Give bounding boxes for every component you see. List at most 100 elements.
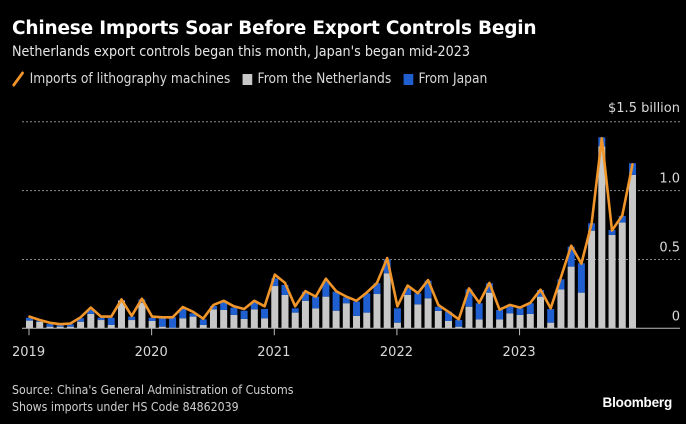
bar-japan-2021-03 [291,308,299,313]
bar-netherlands-2021-09 [353,315,361,329]
bar-netherlands-2020-05 [189,316,197,329]
bar-netherlands-2022-06 [445,321,453,329]
bar-netherlands-2021-04 [301,300,309,329]
bar-netherlands-2022-05 [434,310,442,329]
bar-netherlands-2019-10 [117,300,125,329]
bar-netherlands-2022-02 [404,294,412,329]
bar-japan-2022-08 [465,289,473,307]
bar-japan-2022-06 [445,311,453,322]
bar-japan-2023-10 [608,229,616,235]
bar-japan-2021-10 [363,293,371,313]
legend-label-netherlands: From the Netherlands [257,71,392,87]
bar-netherlands-2023-11 [618,222,626,329]
y-tick-label: 0.5 [659,240,680,255]
legend-item-japan: From Japan [403,71,488,87]
bar-netherlands-2019-05 [66,326,74,329]
bar-japan-2020-05 [189,313,197,317]
bar-netherlands-2019-09 [107,324,115,329]
bar-japan-2020-08 [220,300,228,310]
bar-netherlands-2022-01 [393,322,401,329]
bar-japan-2022-10 [485,283,493,293]
bar-japan-2020-09 [230,307,238,315]
bar-netherlands-2020-12 [261,318,269,329]
bar-netherlands-2022-04 [424,298,432,329]
bar-japan-2020-03 [169,317,177,329]
hs-code-note: Shows imports under HS Code 84862039 [12,399,239,414]
imports-line [28,137,634,326]
bloomberg-logo: Bloomberg [602,395,673,410]
bar-netherlands-2021-06 [322,296,330,329]
bar-japan-2023-06 [567,246,575,267]
legend-label-japan: From Japan [418,71,488,87]
bar-netherlands-2022-11 [496,319,504,329]
bar-netherlands-2023-07 [577,292,585,329]
bar-japan-2021-09 [353,301,361,316]
bar-netherlands-2021-11 [373,294,381,329]
bar-netherlands-2020-06 [199,324,207,329]
bar-netherlands-2020-04 [179,318,187,329]
bar-netherlands-2020-01 [148,321,156,329]
bar-japan-2022-11 [496,309,504,320]
bar-netherlands-2023-09 [598,146,606,329]
chart-title: Chinese Imports Soar Before Export Contr… [12,18,537,39]
bar-japan-2021-07 [332,291,340,311]
bar-netherlands-2021-02 [281,294,289,329]
legend-item-imports: Imports of lithography machines [12,71,230,87]
bar-japan-2021-04 [301,291,309,301]
line-series [28,137,634,326]
bar-japan-2021-12 [383,259,391,274]
bar-netherlands-2020-07 [209,309,217,329]
bar-netherlands-2021-03 [291,312,299,329]
bar-japan-2021-05 [312,296,320,309]
bar-netherlands-2023-06 [567,266,575,329]
bar-japan-2022-12 [506,305,514,314]
bar-japan-2022-05 [434,306,442,311]
bar-netherlands-2019-12 [138,302,146,329]
bar-netherlands-2021-12 [383,273,391,329]
bar-netherlands-2023-12 [628,174,636,329]
bar-japan-2023-07 [577,263,585,293]
bar-japan-2023-02 [526,303,534,314]
bar-japan-2022-02 [404,288,412,295]
y-tick-label: $1.5 billion [608,101,680,116]
y-tick-label: 1.0 [659,172,680,187]
bar-japan-2021-06 [322,281,330,297]
bar-japan-2022-07 [455,319,463,327]
bar-japan-2022-01 [393,308,401,323]
bar-japan-2022-03 [414,293,422,305]
bar-japan-2022-09 [475,303,483,320]
x-tick-label: 2021 [257,345,290,360]
bar-netherlands-2019-07 [87,313,95,329]
legend-item-netherlands: From the Netherlands [242,71,392,87]
bar-netherlands-2022-08 [465,306,473,329]
bar-japan-2019-09 [107,317,115,325]
bar-japan-2020-12 [261,309,269,319]
bar-netherlands-2020-09 [230,314,238,329]
bar-netherlands-2019-02 [36,321,44,329]
bar-netherlands-2021-10 [363,312,371,329]
bar-japan-2023-11 [618,215,626,223]
bar-japan-2020-06 [199,319,207,325]
x-tick-label: 2023 [503,345,536,360]
bar-netherlands-2022-12 [506,313,514,329]
bar-netherlands-2020-11 [250,309,258,329]
x-tick-label: 2022 [380,345,413,360]
bar-japan-2021-02 [281,284,289,295]
bar-japan-2019-04 [56,324,64,327]
bar-netherlands-2019-01 [26,320,33,329]
bar-netherlands-2021-07 [332,310,340,329]
bar-netherlands-2023-08 [588,230,596,329]
bar-japan-2019-03 [46,324,54,327]
bar-netherlands-2019-08 [97,320,105,329]
bar-netherlands-2019-04 [56,326,64,329]
x-tick-label: 2020 [135,345,168,360]
bar-japan-2023-01 [516,308,524,315]
bar-japan-2023-04 [547,309,555,323]
bar-netherlands-2021-05 [312,308,320,329]
bar-japan-2019-07 [87,309,95,314]
y-axis-labels: 0 0.5 1.0 $1.5 billion [608,101,680,325]
bar-netherlands-2020-08 [220,309,228,329]
bar-japan-2020-04 [179,308,187,319]
bar-japan-2022-04 [424,280,432,299]
bar-japan-2021-01 [271,278,279,287]
